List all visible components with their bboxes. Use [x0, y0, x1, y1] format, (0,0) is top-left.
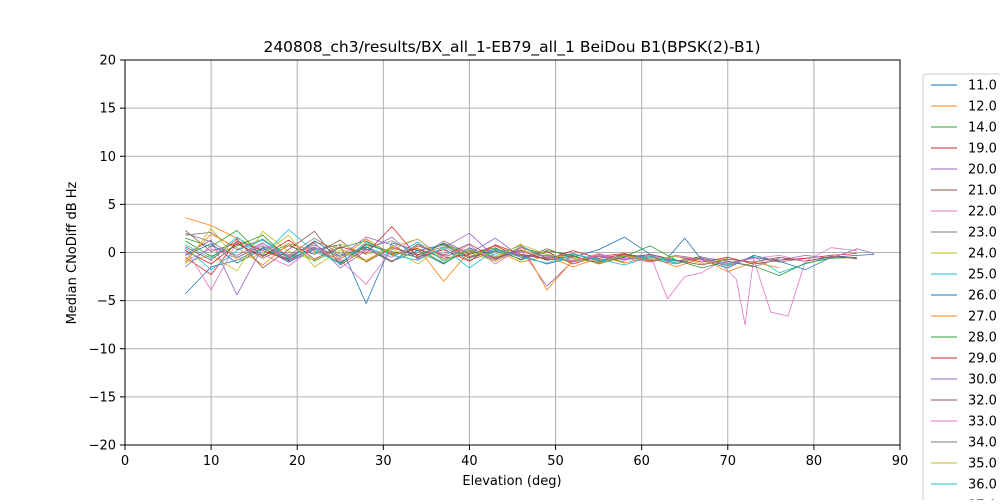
series-line-12.0 [185, 217, 599, 268]
legend-box [922, 73, 1000, 504]
legend-label: 26.0 [968, 289, 997, 304]
y-tick-label: −20 [89, 439, 116, 454]
x-tick-label: 80 [806, 454, 823, 469]
legend-label: 20.0 [968, 163, 997, 178]
x-tick-label: 40 [461, 454, 478, 469]
series-line-19.0 [185, 240, 651, 276]
series-line-25.0 [185, 228, 832, 274]
x-tick-label: 30 [375, 454, 392, 469]
legend: 11.0 12.0 14.0 19.0 20.0 21.0 22.0 23.0 24.0 25.0… [922, 73, 1000, 504]
legend-label: 33.0 [968, 415, 997, 430]
legend-label: 24.0 [968, 247, 997, 262]
x-tick-label: 10 [203, 454, 220, 469]
axis-ticks: 0 10 20 30 40 50 60 70 80 90 −20 −15 −10 −5 0 5 10 15 20 [89, 54, 909, 470]
legend-label: 19.0 [968, 142, 997, 157]
legend-label: 34.0 [968, 436, 997, 451]
series-line-35.0 [184, 227, 728, 268]
legend-label: 12.0 [968, 100, 997, 115]
series-line-27.0 [185, 233, 780, 291]
legend-label: 30.0 [968, 373, 997, 388]
legend-label: 32.0 [968, 394, 997, 409]
series-line-30.0 [185, 236, 875, 268]
y-tick-label: −15 [89, 390, 116, 405]
legend-label: 35.0 [968, 457, 997, 472]
series-line-23.0 [185, 231, 806, 267]
series-line-33.0 [185, 243, 857, 265]
legend-label: 11.0 [968, 79, 997, 94]
legend-label: 36.0 [968, 478, 997, 493]
x-axis-label: Elevation (deg) [462, 474, 561, 489]
legend-label: 23.0 [968, 226, 997, 241]
y-tick-label: 5 [108, 198, 116, 213]
x-tick-label: 60 [633, 454, 650, 469]
y-tick-label: 20 [99, 54, 116, 69]
x-tick-label: 70 [720, 454, 737, 469]
y-tick-label: 15 [99, 102, 116, 117]
series-line-32.0 [185, 230, 857, 269]
series-line-36.0 [185, 239, 677, 271]
legend-label: 29.0 [968, 352, 997, 367]
chart-title: 240808_ch3/results/BX_all_1-EB79_all_1 B… [263, 38, 760, 57]
y-tick-label: 10 [99, 150, 116, 165]
y-tick-label: −5 [97, 294, 116, 309]
legend-label: 14.0 [968, 121, 997, 136]
y-tick-label: 0 [108, 246, 116, 261]
legend-label: 21.0 [968, 184, 997, 199]
plot-lines [184, 217, 875, 326]
x-tick-label: 0 [121, 454, 129, 469]
series-line-34.0 [185, 232, 780, 268]
legend-label: 25.0 [968, 268, 997, 283]
x-tick-label: 20 [289, 454, 306, 469]
legend-label: 28.0 [968, 331, 997, 346]
legend-label: 27.0 [968, 310, 997, 325]
series-line-24.0 [185, 230, 599, 272]
x-tick-label: 90 [892, 454, 909, 469]
y-axis-label: Median CNoDiff dB Hz [65, 181, 80, 324]
x-tick-label: 50 [547, 454, 564, 469]
legend-label: 22.0 [968, 205, 997, 220]
y-tick-label: −10 [89, 342, 116, 357]
